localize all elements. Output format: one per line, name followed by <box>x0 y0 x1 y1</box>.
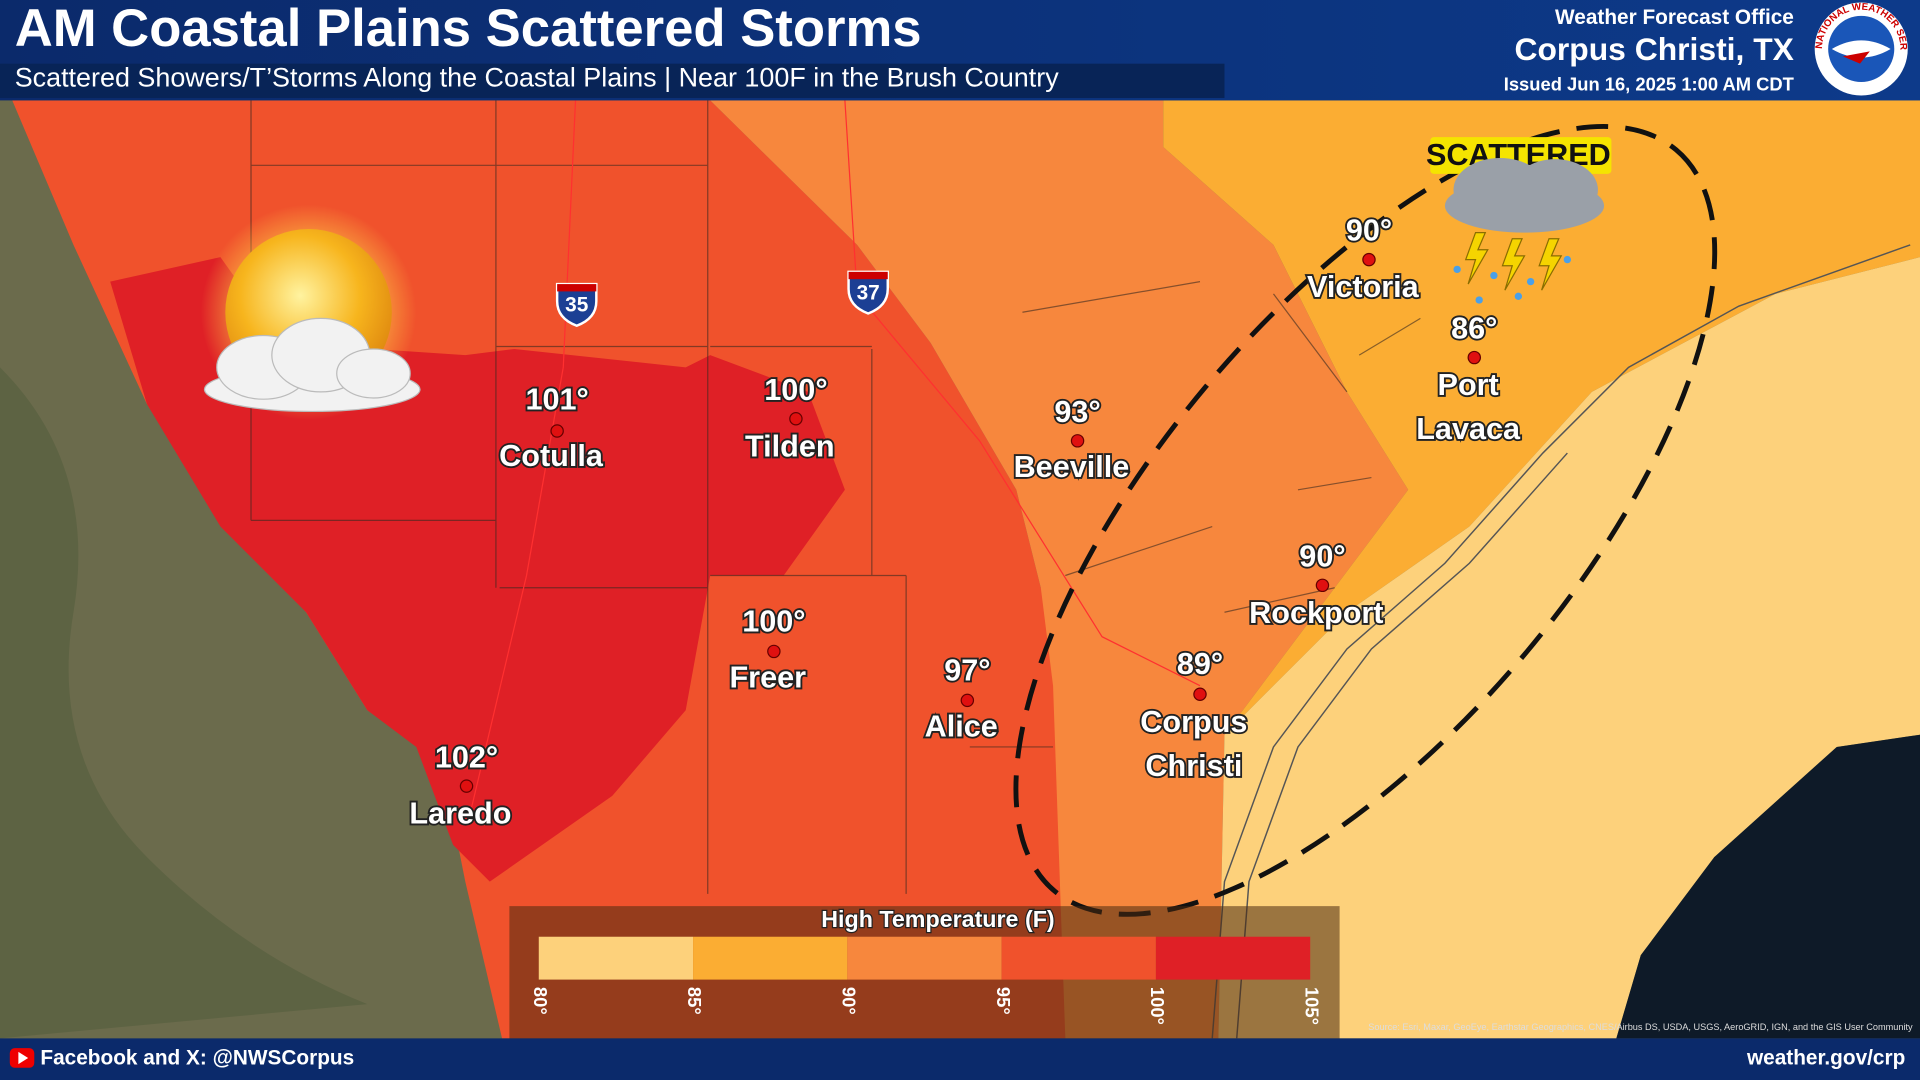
city-name: Freer <box>729 661 806 695</box>
subtitle: Scattered Showers/T’Storms Along the Coa… <box>15 63 1060 93</box>
legend-title: High Temperature (F) <box>821 906 1054 932</box>
city-dot <box>459 779 474 793</box>
city-dot <box>1193 687 1207 702</box>
office-city: Corpus Christi, TX <box>1514 31 1793 67</box>
city-name: Laredo <box>409 797 511 831</box>
city-temp: 102° <box>435 740 498 774</box>
shield-top <box>848 271 888 280</box>
legend-tick-label: 90° <box>839 987 860 1015</box>
footer-band <box>0 1038 1920 1080</box>
city-name: Alice <box>925 710 998 744</box>
city-dot <box>767 644 781 659</box>
legend-swatch <box>538 936 694 980</box>
city-dot <box>789 412 803 426</box>
city-dot <box>1362 252 1376 267</box>
highways <box>470 100 1201 809</box>
city-name: Lavaca <box>1416 412 1521 446</box>
city-dot <box>1315 578 1330 593</box>
temperature-zone <box>710 100 1409 1039</box>
legend-tick-label: 85° <box>684 987 705 1015</box>
city-temp: 86° <box>1451 312 1497 346</box>
legend-tick-label: 80° <box>530 987 551 1015</box>
city-temp: 101° <box>525 383 588 417</box>
city-dot <box>1467 350 1482 365</box>
city-name: Corpus <box>1140 705 1247 739</box>
issued-time: Issued Jun 16, 2025 1:00 AM CDT <box>1504 74 1795 95</box>
city-temp: 90° <box>1346 214 1392 248</box>
city-temp: 97° <box>944 653 990 687</box>
city-name: Christi <box>1145 749 1242 783</box>
city-name: Rockport <box>1249 596 1383 630</box>
office-label: Weather Forecast Office <box>1555 6 1794 29</box>
legend: High Temperature (F) 80° 85° 90° 95° 100° 105… <box>509 905 1340 1056</box>
legend-swatch <box>1155 936 1311 980</box>
temperature-zone <box>1163 100 1920 735</box>
subtitle-band <box>0 63 1225 98</box>
legend-tick-label: 95° <box>993 987 1014 1015</box>
footer-social: Facebook and X: @NWSCorpus <box>40 1047 354 1070</box>
city-dot <box>550 424 564 438</box>
city-labels: 101° Cotulla 100° Tilden 93° Beeville 90° Victo… <box>408 212 1523 833</box>
temperature-zone <box>1218 257 1920 1039</box>
legend-swatch <box>847 936 1002 980</box>
storm-icon: SCATTERED <box>1426 137 1612 304</box>
attribution: Source: Esri, Maxar, GeoEye, Earthstar G… <box>1368 1022 1913 1032</box>
city-temp: 90° <box>1299 539 1345 573</box>
city-temp: 100° <box>742 604 805 638</box>
city-temp: 93° <box>1054 395 1100 429</box>
city-temp: 89° <box>1177 647 1223 681</box>
city-dot <box>960 693 975 708</box>
storm-area-outline <box>1013 124 1718 917</box>
city-name: Victoria <box>1307 270 1420 304</box>
city-name: Beeville <box>1014 450 1130 484</box>
city-dot <box>1070 434 1085 448</box>
city-name: Port <box>1438 368 1499 402</box>
legend-tick-label: 105° <box>1301 987 1322 1025</box>
shield <box>847 270 889 315</box>
footer-url: weather.gov/crp <box>1746 1047 1905 1070</box>
interstate-shields: 35 37 <box>555 270 889 328</box>
legend-tick-label: 100° <box>1147 987 1168 1025</box>
highway-number: 37 <box>857 281 880 304</box>
shield <box>555 282 598 328</box>
legend-swatch <box>1001 936 1156 980</box>
highway-number: 35 <box>565 294 588 317</box>
shield-top <box>557 284 597 292</box>
terrain <box>0 367 368 1039</box>
gulf-water <box>1616 734 1920 1039</box>
city-name: Cotulla <box>499 439 604 473</box>
city-name: Tilden <box>745 429 835 463</box>
legend-swatch <box>693 936 848 980</box>
legend-background <box>509 906 1340 1056</box>
title: AM Coastal Plains Scattered Storms <box>15 0 922 58</box>
sun-cloud <box>203 317 421 413</box>
city-temp: 100° <box>764 373 827 407</box>
youtube-play <box>18 1051 29 1065</box>
